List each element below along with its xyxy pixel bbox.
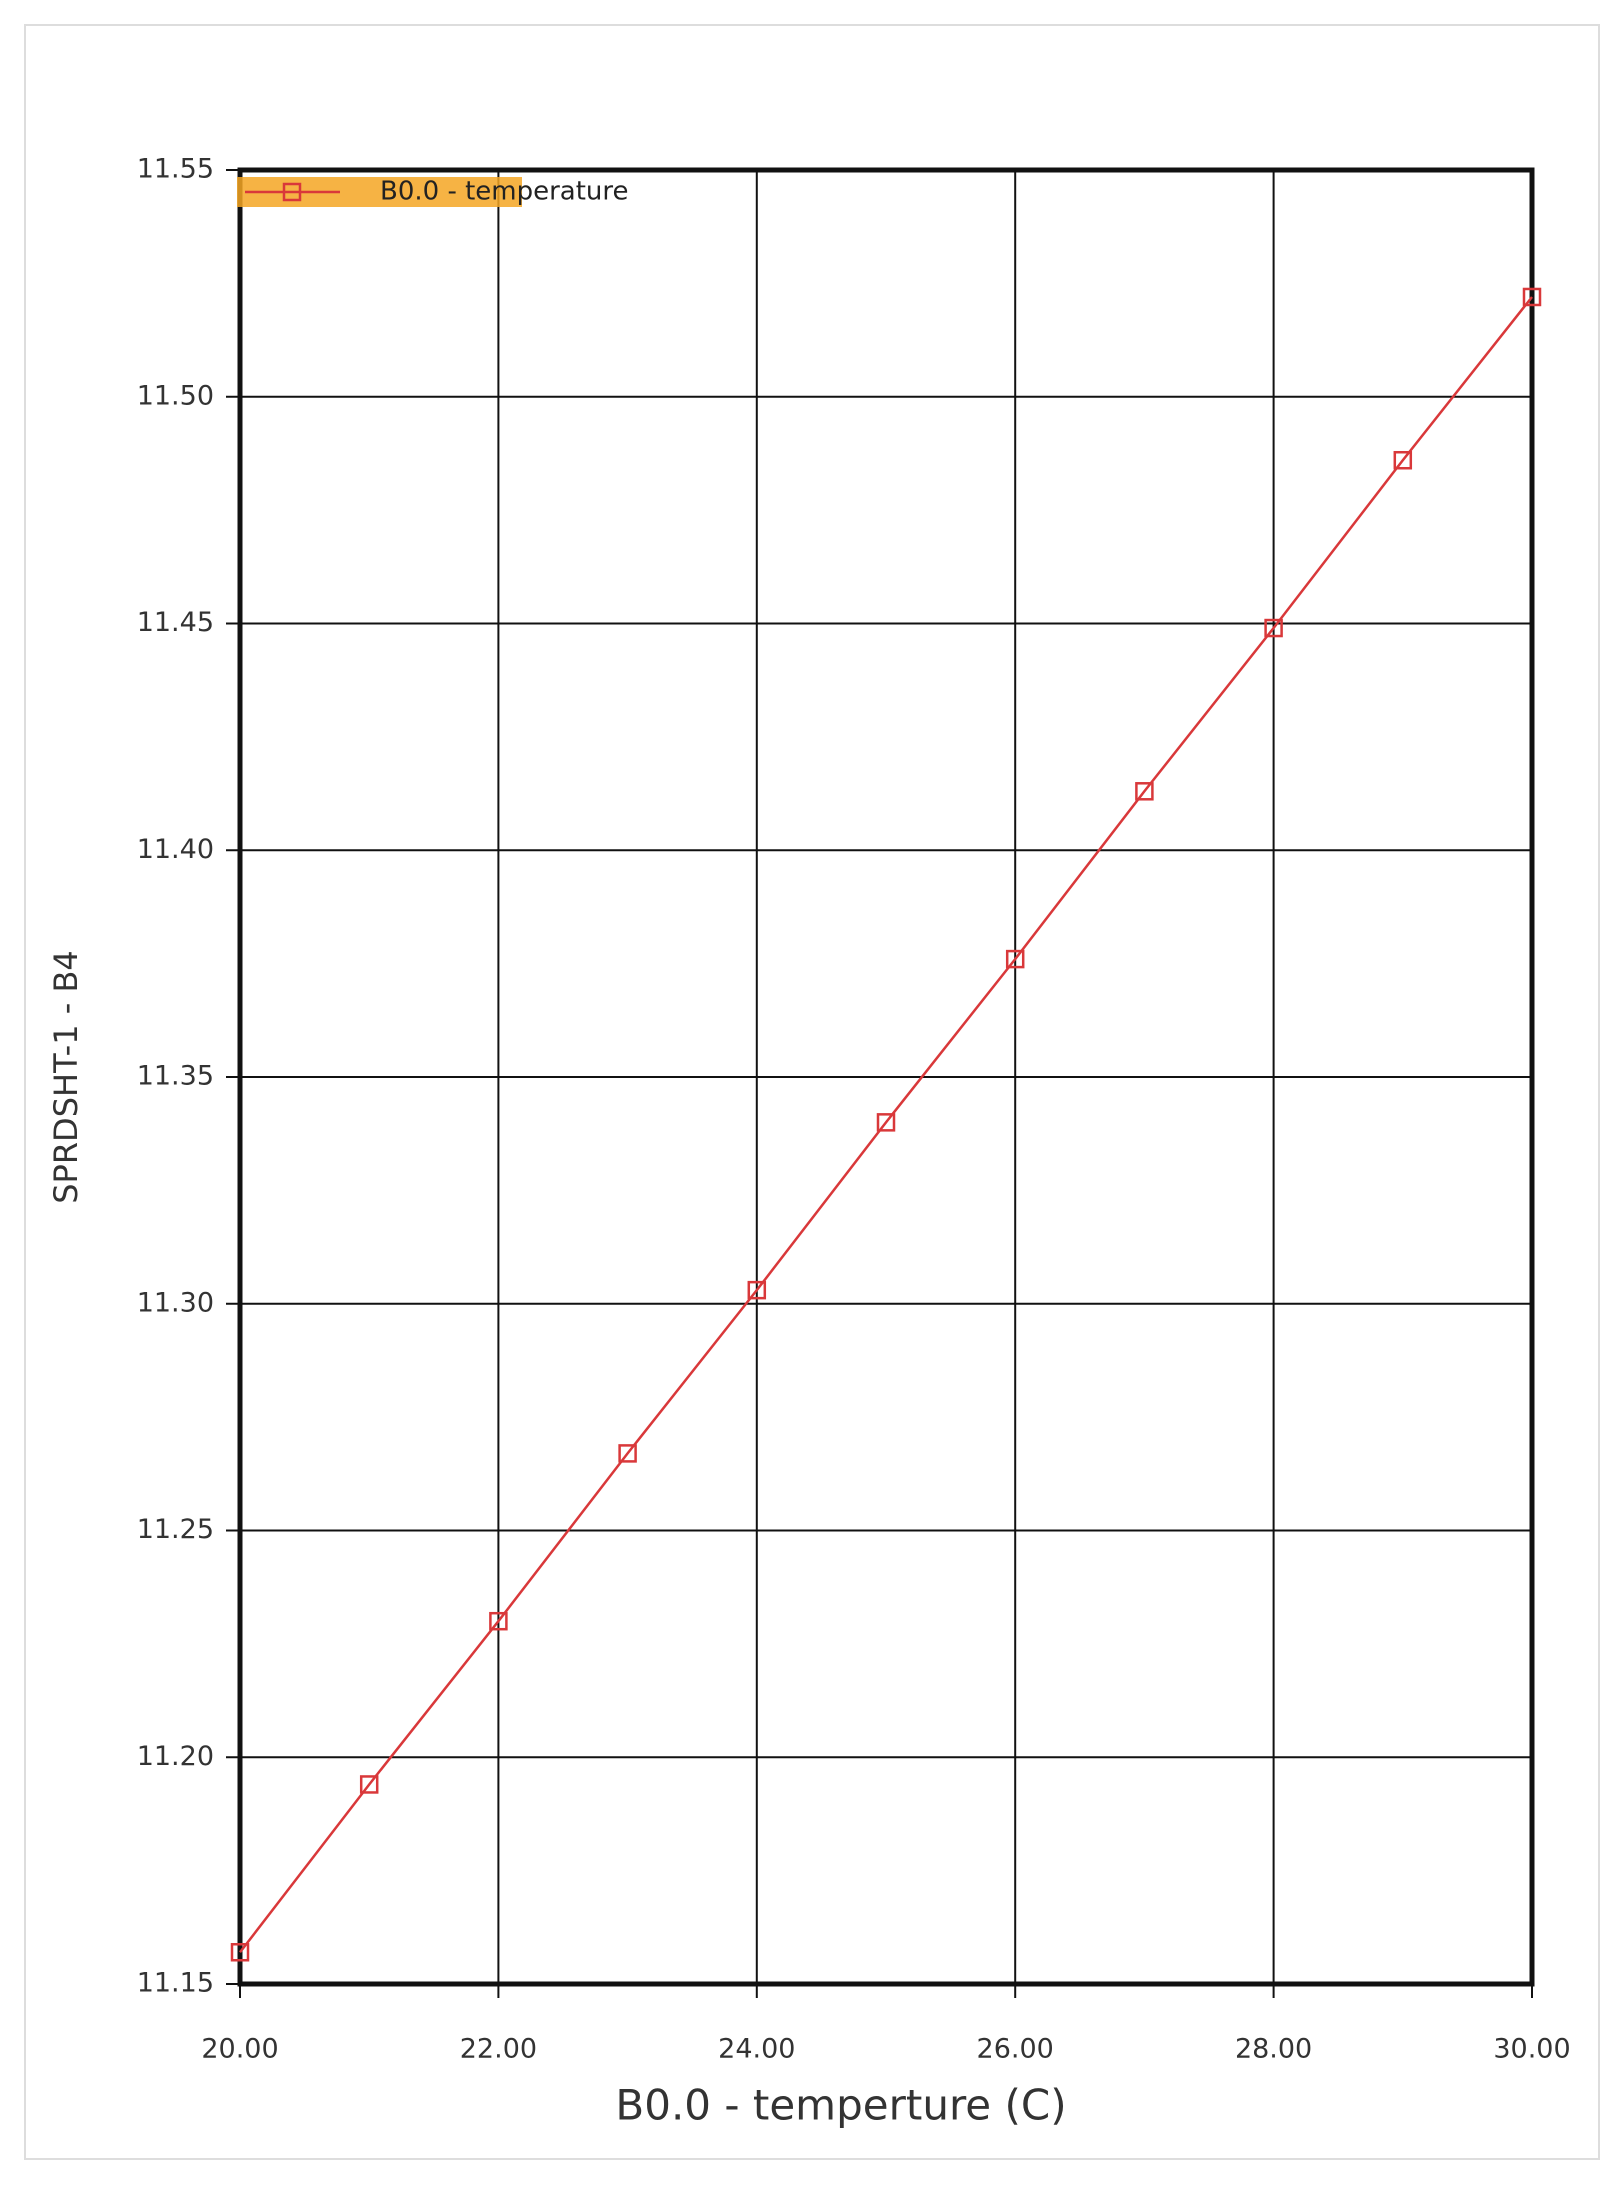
point — [876, 1113, 896, 1132]
point — [747, 1280, 767, 1300]
y-tick-label: 11.20 — [137, 1741, 214, 1772]
y-tick-label: 11.45 — [137, 607, 214, 638]
y-tick-label: 11.50 — [137, 380, 214, 411]
x-axis-label: B0.0 - temperture (C) — [615, 2081, 1066, 2130]
x-tick-label: 22.00 — [460, 2034, 537, 2065]
plot-border — [237, 167, 1535, 1987]
series-line — [239, 296, 1533, 1954]
x-tick-label: 30.00 — [1493, 2034, 1570, 2065]
point — [1135, 782, 1154, 801]
y-axis-label: SPRDSHT-1 - B4 — [47, 950, 85, 1204]
x-tick-label: 24.00 — [718, 2034, 795, 2065]
y-tick-label: 11.25 — [137, 1514, 214, 1545]
y-tick-label: 11.30 — [137, 1287, 214, 1318]
point — [618, 1444, 637, 1463]
point — [1264, 618, 1283, 638]
legend-marker — [282, 182, 302, 202]
point — [230, 1943, 250, 1962]
frame — [24, 24, 1600, 2160]
x-tick-label: 20.00 — [201, 2034, 278, 2065]
point — [359, 1775, 379, 1794]
point — [1393, 450, 1413, 470]
point — [1522, 287, 1542, 307]
y-tick-label: 11.15 — [137, 1968, 214, 1999]
x-tick-label: 26.00 — [977, 2034, 1054, 2065]
legend-label: B0.0 - temperature — [380, 177, 629, 207]
point — [489, 1611, 508, 1631]
y-tick-label: 11.55 — [137, 154, 214, 185]
y-tick-label: 11.40 — [137, 834, 214, 865]
x-tick-label: 28.00 — [1235, 2034, 1312, 2065]
y-tick-label: 11.35 — [137, 1061, 214, 1092]
point — [1005, 949, 1025, 969]
